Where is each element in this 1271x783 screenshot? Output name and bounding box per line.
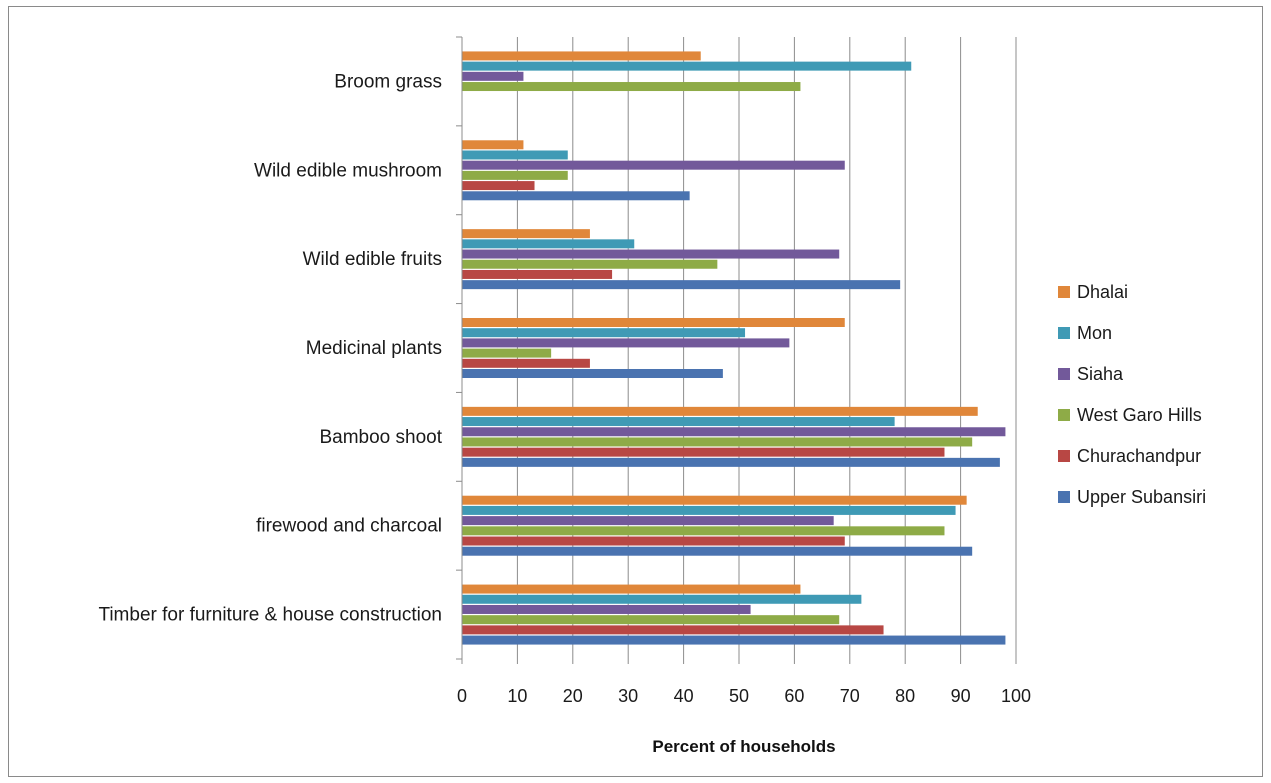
category-label: Broom grass — [334, 71, 442, 92]
bar — [462, 625, 884, 635]
bar — [462, 358, 590, 368]
legend-swatch — [1058, 491, 1070, 503]
bar-chart: 0 10 20 30 40 50 60 70 80 90 100 Timber for furnitu… — [98, 36, 1206, 756]
bar — [462, 604, 751, 614]
bar — [462, 417, 895, 427]
bar — [462, 427, 1006, 437]
bar — [462, 61, 912, 71]
bars — [462, 51, 1006, 645]
x-tick-label: 60 — [784, 686, 804, 706]
bar — [462, 191, 690, 201]
x-tick-label: 20 — [563, 686, 583, 706]
bar — [462, 82, 801, 92]
legend-label: Dhalai — [1077, 282, 1128, 302]
x-tick-label: 50 — [729, 686, 749, 706]
bar — [462, 229, 590, 239]
bar — [462, 447, 945, 457]
category-label: firewood and charcoal — [256, 516, 442, 537]
bar — [462, 546, 973, 556]
bar — [462, 505, 956, 515]
bar — [462, 369, 723, 378]
bar — [462, 536, 845, 546]
bar — [462, 160, 845, 170]
bar — [462, 170, 568, 180]
bar — [462, 51, 701, 61]
legend-swatch — [1058, 286, 1070, 298]
x-tick-label: 10 — [507, 686, 527, 706]
legend-swatch — [1058, 327, 1070, 339]
bar — [462, 516, 834, 526]
bar — [462, 495, 967, 505]
legend-swatch — [1058, 450, 1070, 462]
bar — [462, 280, 901, 290]
category-label: Wild edible mushroom — [254, 160, 442, 181]
bar — [462, 318, 845, 327]
legend-label: Upper Subansiri — [1077, 487, 1206, 507]
bar — [462, 71, 524, 81]
legend-label: Mon — [1077, 323, 1112, 343]
bar — [462, 594, 862, 604]
labels: 0 10 20 30 40 50 60 70 80 90 100 Timber for furnitu… — [98, 71, 1031, 706]
bar — [462, 259, 718, 269]
bar — [462, 457, 1000, 467]
legend-label: West Garo Hills — [1077, 405, 1202, 425]
x-axis-title: Percent of households — [652, 737, 835, 756]
bar — [462, 437, 973, 447]
x-tick-label: 80 — [895, 686, 915, 706]
x-tick-label: 40 — [674, 686, 694, 706]
bar — [462, 249, 840, 259]
legend-swatch — [1058, 409, 1070, 421]
bar — [462, 348, 552, 358]
category-label: Bamboo shoot — [319, 427, 442, 448]
bar — [462, 150, 568, 160]
bar — [462, 328, 746, 338]
legend: Dhalai Mon Siaha West Garo Hills Churachandp… — [1058, 282, 1206, 507]
legend-swatch — [1058, 368, 1070, 380]
category-label: Medicinal plants — [306, 338, 442, 359]
x-tick-label: 100 — [1001, 686, 1031, 706]
bar — [462, 239, 635, 249]
x-tick-label: 90 — [951, 686, 971, 706]
bar — [462, 526, 945, 536]
x-tick-label: 70 — [840, 686, 860, 706]
legend-label: Siaha — [1077, 364, 1124, 384]
bar — [462, 140, 524, 150]
legend-label: Churachandpur — [1077, 446, 1201, 466]
x-tick-label: 0 — [457, 686, 467, 706]
bar — [462, 181, 535, 191]
category-label: Timber for furniture & house constructio… — [98, 605, 442, 626]
bar — [462, 584, 801, 594]
bar — [462, 406, 978, 416]
bar — [462, 615, 840, 625]
bar — [462, 269, 613, 279]
chart-frame: 0 10 20 30 40 50 60 70 80 90 100 Timber for furnitu… — [8, 6, 1263, 777]
axes — [456, 36, 1017, 664]
bar — [462, 338, 790, 348]
category-label: Wild edible fruits — [303, 249, 442, 270]
gridlines — [516, 37, 1017, 659]
x-tick-label: 30 — [618, 686, 638, 706]
bar — [462, 635, 1006, 645]
